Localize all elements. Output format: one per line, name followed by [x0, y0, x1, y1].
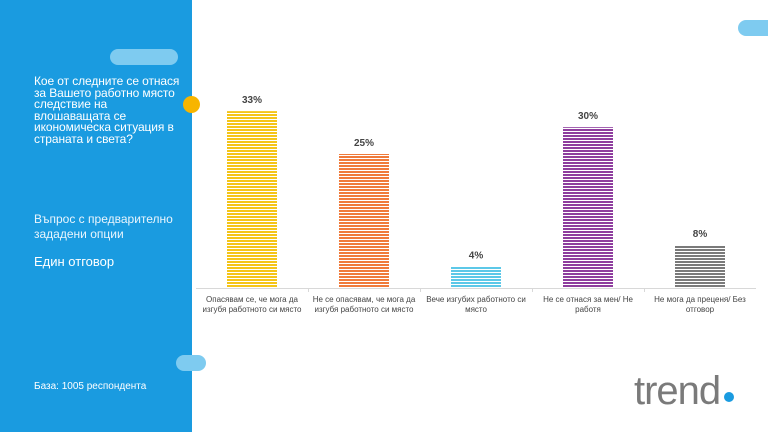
category-label-1: Опасявам се, че мога да изгубя работното…	[202, 295, 302, 314]
decor-pill-top-right	[738, 20, 768, 36]
bar-5	[675, 245, 725, 288]
value-label-5: 8%	[693, 229, 708, 240]
bar-3	[451, 266, 501, 288]
bar-chart: 33% 25% 4% 30% 8%	[196, 95, 756, 292]
value-label-2: 25%	[354, 138, 374, 149]
category-label-5: Не мога да преценя/ Без отговор	[654, 295, 746, 314]
bar-2	[339, 154, 389, 288]
bar-4	[563, 127, 613, 288]
logo-dot-icon	[724, 392, 734, 402]
category-label-2: Не се опасявам, че мога да изгубя работн…	[312, 295, 416, 314]
logo-text: trend	[634, 370, 720, 413]
category-label-4: Не се отнася за мен/ Не работя	[543, 295, 633, 314]
accent-dot	[183, 96, 200, 113]
left-panel: Кое от следните се отнася за Вашето рабо…	[0, 0, 206, 432]
value-label-3: 4%	[469, 251, 484, 262]
category-label-3: Вече изгубих работното си място	[426, 295, 526, 314]
value-label-1: 33%	[242, 95, 262, 106]
question-text: Кое от следните се отнася за Вашето рабо…	[34, 74, 180, 146]
decor-pill-top	[110, 49, 178, 65]
trend-logo: trend	[634, 370, 734, 413]
value-label-4: 30%	[578, 111, 598, 122]
base-text: База: 1005 респондента	[34, 381, 147, 392]
answer-type: Един отговор	[34, 254, 115, 269]
question-note: Въпрос с предварително зададени опции	[34, 212, 173, 241]
decor-pill-bottom	[176, 355, 206, 371]
bar-1	[227, 111, 277, 289]
